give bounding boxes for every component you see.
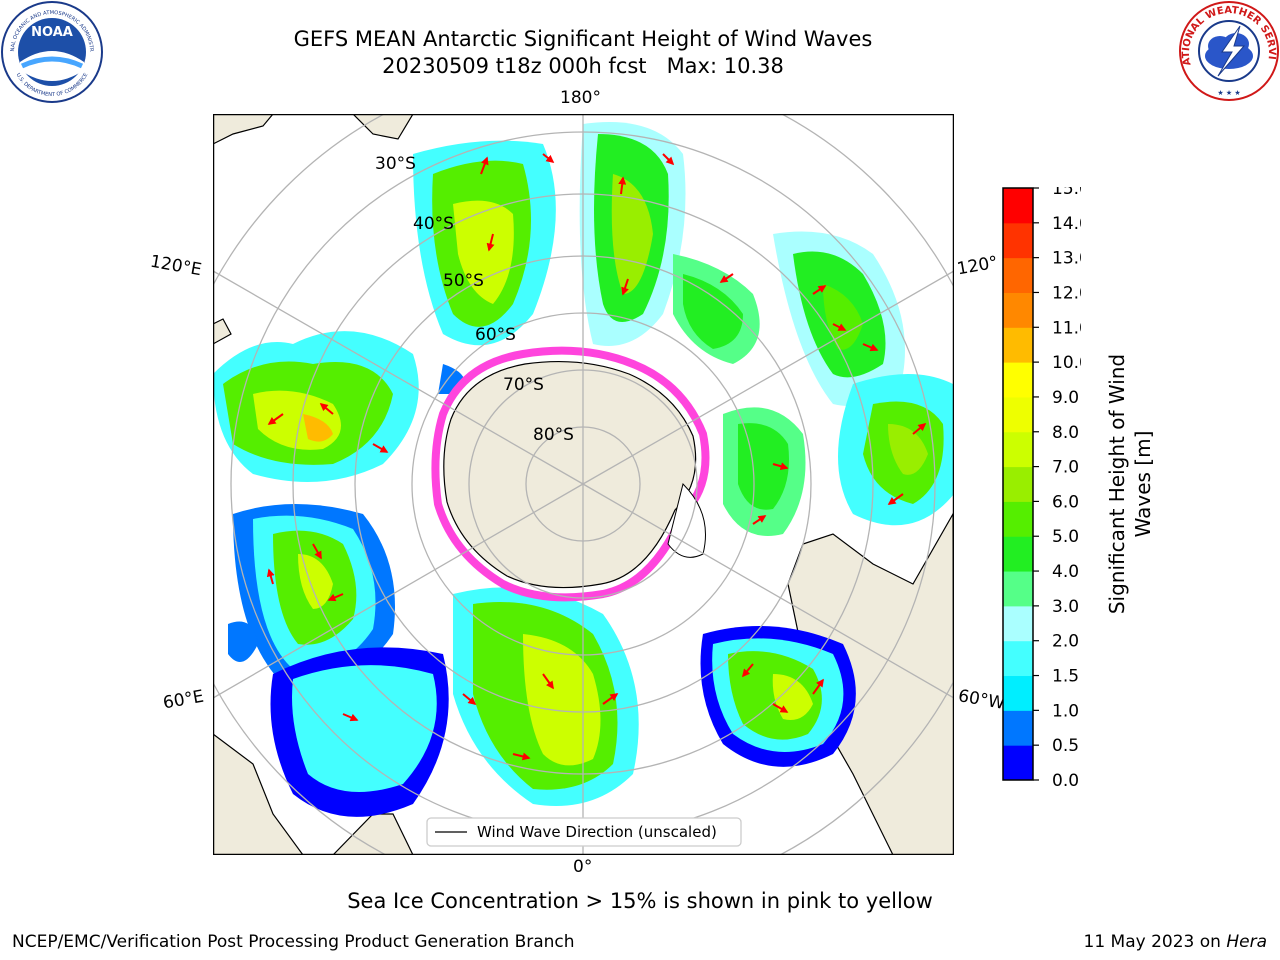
lat-label-40s: 40°S	[413, 214, 454, 234]
wind-wave-arrows	[266, 153, 927, 761]
noaa-logo-text: NOAA	[31, 25, 73, 40]
colorbar-tick-label: 13.0	[1052, 249, 1081, 269]
colorbar-tick-label: 2.0	[1052, 632, 1079, 652]
colorbar-swatches	[1003, 188, 1033, 781]
colorbar-tick-label: 1.0	[1052, 701, 1079, 721]
colorbar-tick-label: 3.0	[1052, 597, 1079, 617]
colorbar-tick-label: 11.0	[1052, 318, 1081, 338]
lon-label-0: 0°	[573, 857, 593, 877]
lon-label-120e: 120°E	[148, 251, 204, 281]
svg-text:★ ★ ★: ★ ★ ★	[1217, 89, 1240, 97]
polar-map: 30°S 40°S 50°S 60°S 70°S 80°S Wind Wave …	[213, 114, 954, 855]
noaa-logo: NOAA NATIONAL OCEANIC AND ATMOSPHERIC AD…	[0, 0, 103, 103]
colorbar-swatch	[1003, 222, 1033, 259]
nws-logo: NATIONAL WEATHER SERVICE ★ ★ ★	[1178, 0, 1279, 101]
lon-label-60e: 60°E	[161, 686, 206, 714]
footer-credit: NCEP/EMC/Verification Post Processing Pr…	[12, 932, 575, 952]
wave-field	[213, 122, 954, 817]
colorbar-tick-label: 14.0	[1052, 214, 1081, 234]
colorbar-swatch	[1003, 640, 1033, 677]
map-legend: Wind Wave Direction (unscaled)	[426, 817, 742, 847]
colorbar-swatch	[1003, 501, 1033, 537]
colorbar-swatch	[1003, 745, 1033, 781]
colorbar-swatch	[1003, 431, 1033, 468]
chart-title: GEFS MEAN Antarctic Significant Height o…	[293, 27, 873, 51]
colorbar: 0.0 0.5 1.0 1.5 2.0 3.0 4.0 5.0 6.0 7.0 8.0 9.0 10.0…	[1002, 187, 1081, 787]
legend-label: Wind Wave Direction (unscaled)	[477, 823, 717, 841]
colorbar-tick-label: 12.0	[1052, 283, 1081, 303]
colorbar-tick-label: 0.0	[1052, 771, 1079, 787]
chart-subtitle: 20230509 t18z 000h fcst Max: 10.38	[382, 54, 784, 78]
antarctica	[431, 346, 710, 602]
lat-label-70s: 70°S	[503, 375, 544, 395]
colorbar-tick-label: 4.0	[1052, 562, 1079, 582]
colorbar-tick-label: 9.0	[1052, 388, 1079, 408]
sea-ice-note: Sea Ice Concentration > 15% is shown in …	[347, 889, 933, 913]
colorbar-swatch	[1003, 362, 1033, 398]
land-outer	[213, 114, 954, 855]
colorbar-swatch	[1003, 675, 1033, 711]
lon-label-120w: 120°	[955, 252, 1000, 280]
lon-label-180: 180°	[560, 88, 601, 108]
lat-label-30s: 30°S	[375, 154, 416, 174]
lat-label-60s: 60°S	[475, 325, 516, 345]
colorbar-swatch	[1003, 710, 1033, 746]
colorbar-swatch	[1003, 571, 1033, 607]
colorbar-swatch	[1003, 188, 1033, 224]
colorbar-swatch	[1003, 536, 1033, 572]
lat-label-80s: 80°S	[533, 425, 574, 445]
colorbar-swatch	[1003, 396, 1033, 433]
colorbar-swatch	[1003, 292, 1033, 328]
lon-label-60w: 60°W	[956, 686, 1007, 714]
lat-label-50s: 50°S	[443, 271, 484, 291]
colorbar-tick-label: 5.0	[1052, 527, 1079, 547]
colorbar-tick-label: 7.0	[1052, 458, 1079, 478]
colorbar-swatch	[1003, 466, 1033, 502]
colorbar-tick-label: 15.0	[1052, 187, 1081, 199]
colorbar-tick-label: 10.0	[1052, 353, 1081, 373]
colorbar-swatch	[1003, 605, 1033, 642]
colorbar-swatch	[1003, 257, 1033, 293]
colorbar-ticks: 0.0 0.5 1.0 1.5 2.0 3.0 4.0 5.0 6.0 7.0 8.0 9.0 10.0…	[1033, 187, 1081, 787]
colorbar-label: Significant Height of Wind Waves [m]	[1105, 353, 1155, 615]
footer-date: 11 May 2023 on Hera	[1083, 932, 1268, 952]
colorbar-tick-label: 1.5	[1052, 667, 1079, 687]
colorbar-tick-label: 6.0	[1052, 492, 1079, 512]
colorbar-tick-label: 0.5	[1052, 736, 1079, 756]
colorbar-tick-label: 8.0	[1052, 423, 1079, 443]
colorbar-swatch	[1003, 327, 1033, 363]
